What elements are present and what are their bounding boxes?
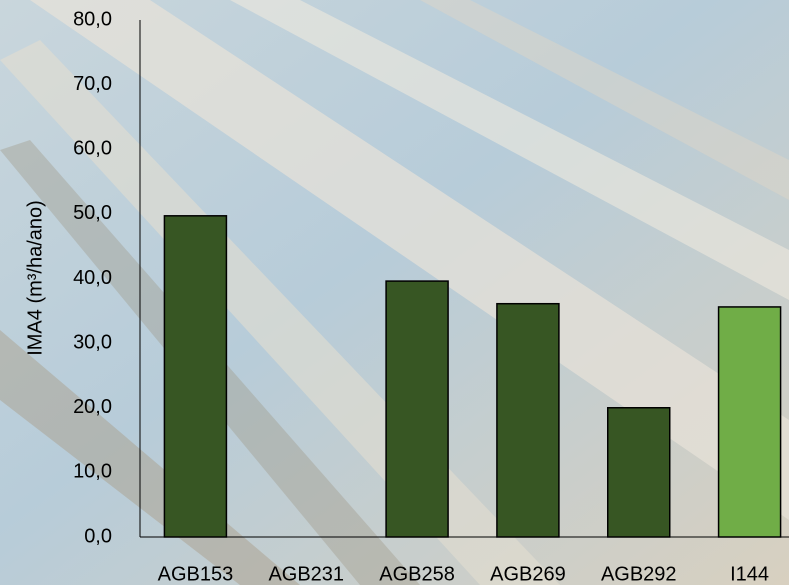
y-tick-label: 80,0 [73,8,112,30]
y-tick-label: 40,0 [73,267,112,289]
y-tick-label: 30,0 [73,331,112,353]
y-tick-label: 50,0 [73,202,112,224]
y-tick-label: 20,0 [73,396,112,418]
x-tick-label: AGB153 [158,563,234,585]
x-tick-label: AGB269 [490,563,566,585]
x-tick-label: I144 [730,563,769,585]
y-tick-label: 0,0 [84,525,112,547]
bar [607,407,671,538]
y-axis-label: IMA4 (m³/ha/ano) [24,200,46,356]
bar [717,306,782,538]
x-tick-label: AGB292 [601,563,677,585]
bar [163,215,228,538]
bar [385,280,449,538]
x-tick-label: AGB231 [268,563,344,585]
bar [496,302,560,538]
x-tick-label: AGB258 [379,563,455,585]
y-tick-label: 60,0 [73,138,112,160]
y-tick-label: 70,0 [73,73,112,95]
y-tick-label: 10,0 [73,461,112,483]
